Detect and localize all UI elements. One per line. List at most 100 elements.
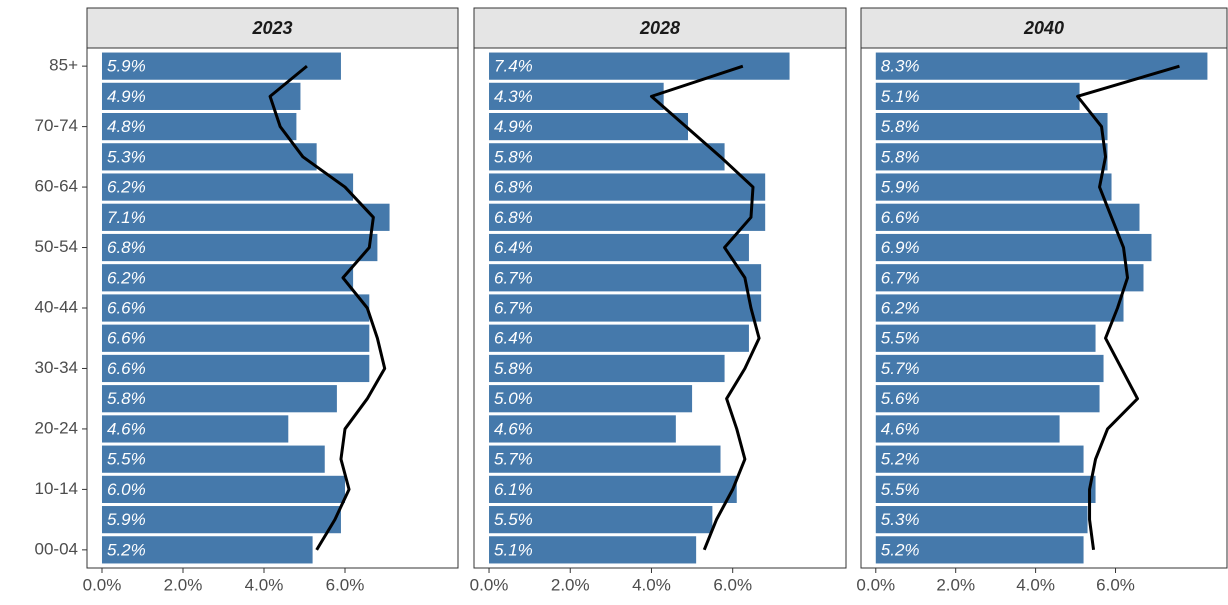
x-tick-label: 2.0% bbox=[936, 575, 975, 594]
bar bbox=[101, 445, 325, 473]
x-tick-label: 2.0% bbox=[164, 575, 203, 594]
value-label: 5.8% bbox=[881, 147, 920, 166]
bar bbox=[489, 203, 766, 231]
x-tick-label: 6.0% bbox=[326, 575, 365, 594]
bar bbox=[101, 82, 301, 110]
value-label: 5.5% bbox=[881, 480, 920, 499]
value-label: 6.7% bbox=[881, 268, 920, 287]
value-label: 6.1% bbox=[494, 480, 533, 499]
panel-title: 2028 bbox=[639, 18, 680, 38]
bar bbox=[489, 324, 749, 352]
bar bbox=[489, 475, 737, 503]
x-tick-label: 4.0% bbox=[1016, 575, 1055, 594]
value-label: 6.7% bbox=[494, 268, 533, 287]
bar bbox=[875, 113, 1108, 141]
bar bbox=[489, 82, 664, 110]
value-label: 5.2% bbox=[881, 450, 920, 469]
bar bbox=[101, 203, 390, 231]
y-tick-label: 60-64 bbox=[35, 177, 78, 196]
bar bbox=[101, 415, 289, 443]
bar bbox=[875, 385, 1100, 413]
value-label: 5.2% bbox=[881, 540, 920, 559]
bar bbox=[875, 506, 1088, 534]
value-label: 4.8% bbox=[107, 117, 146, 136]
value-label: 7.1% bbox=[107, 208, 146, 227]
bar bbox=[101, 506, 341, 534]
value-label: 5.8% bbox=[494, 359, 533, 378]
bar bbox=[101, 475, 345, 503]
bar bbox=[875, 475, 1096, 503]
value-label: 5.7% bbox=[494, 450, 533, 469]
value-label: 6.7% bbox=[494, 298, 533, 317]
bar bbox=[875, 203, 1140, 231]
bar bbox=[101, 173, 354, 201]
value-label: 6.4% bbox=[494, 238, 533, 257]
bar bbox=[875, 415, 1060, 443]
line bbox=[649, 64, 761, 551]
bar bbox=[101, 294, 370, 322]
value-label: 6.2% bbox=[107, 268, 146, 287]
panel-title: 2040 bbox=[1023, 18, 1064, 38]
bar bbox=[875, 52, 1208, 80]
bar bbox=[489, 536, 697, 564]
bar bbox=[489, 143, 725, 171]
value-label: 5.9% bbox=[107, 510, 146, 529]
value-label: 5.6% bbox=[881, 389, 920, 408]
bar bbox=[489, 52, 790, 80]
y-tick-label: 10-14 bbox=[35, 479, 78, 498]
value-label: 5.1% bbox=[494, 540, 533, 559]
bar bbox=[489, 233, 749, 262]
value-label: 4.9% bbox=[494, 117, 533, 136]
bar bbox=[101, 264, 354, 292]
bar bbox=[875, 264, 1144, 292]
bar bbox=[875, 82, 1080, 110]
x-tick-label: 2.0% bbox=[551, 575, 590, 594]
value-label: 5.8% bbox=[881, 117, 920, 136]
bar bbox=[101, 324, 370, 352]
bar bbox=[489, 264, 762, 292]
value-label: 5.9% bbox=[881, 178, 920, 197]
value-label: 5.8% bbox=[107, 389, 146, 408]
bar bbox=[875, 445, 1084, 473]
value-label: 5.3% bbox=[881, 510, 920, 529]
value-label: 4.6% bbox=[107, 419, 146, 438]
value-label: 6.2% bbox=[107, 178, 146, 197]
value-label: 7.4% bbox=[494, 57, 533, 76]
value-label: 6.8% bbox=[107, 238, 146, 257]
value-label: 6.6% bbox=[107, 298, 146, 317]
value-label: 5.5% bbox=[107, 450, 146, 469]
value-label: 6.8% bbox=[494, 178, 533, 197]
value-label: 5.1% bbox=[881, 87, 920, 106]
x-tick-label: 6.0% bbox=[713, 575, 752, 594]
value-label: 6.6% bbox=[107, 329, 146, 348]
value-label: 5.5% bbox=[881, 329, 920, 348]
value-label: 4.6% bbox=[881, 419, 920, 438]
value-label: 6.2% bbox=[881, 298, 920, 317]
value-label: 5.7% bbox=[881, 359, 920, 378]
bar bbox=[489, 415, 676, 443]
value-label: 5.0% bbox=[494, 389, 533, 408]
y-tick-label: 40-44 bbox=[35, 297, 78, 316]
line bbox=[268, 64, 387, 551]
value-label: 4.9% bbox=[107, 87, 146, 106]
panel-title: 2023 bbox=[251, 18, 292, 38]
y-tick-label: 85+ bbox=[49, 56, 78, 75]
bar bbox=[489, 113, 689, 141]
x-tick-label: 0.0% bbox=[856, 575, 895, 594]
x-tick-label: 4.0% bbox=[245, 575, 284, 594]
value-label: 4.3% bbox=[494, 87, 533, 106]
bar bbox=[101, 354, 370, 383]
bar bbox=[101, 113, 297, 141]
bar bbox=[489, 506, 713, 534]
bar bbox=[875, 354, 1104, 383]
y-tick-label: 20-24 bbox=[35, 418, 78, 437]
strip bbox=[860, 7, 1228, 49]
value-label: 5.8% bbox=[494, 147, 533, 166]
bar bbox=[101, 233, 378, 262]
x-tick-label: 0.0% bbox=[83, 575, 122, 594]
y-tick-label: 50-54 bbox=[35, 237, 78, 256]
x-tick-label: 0.0% bbox=[470, 575, 509, 594]
bar bbox=[489, 294, 762, 322]
bar bbox=[489, 445, 721, 473]
